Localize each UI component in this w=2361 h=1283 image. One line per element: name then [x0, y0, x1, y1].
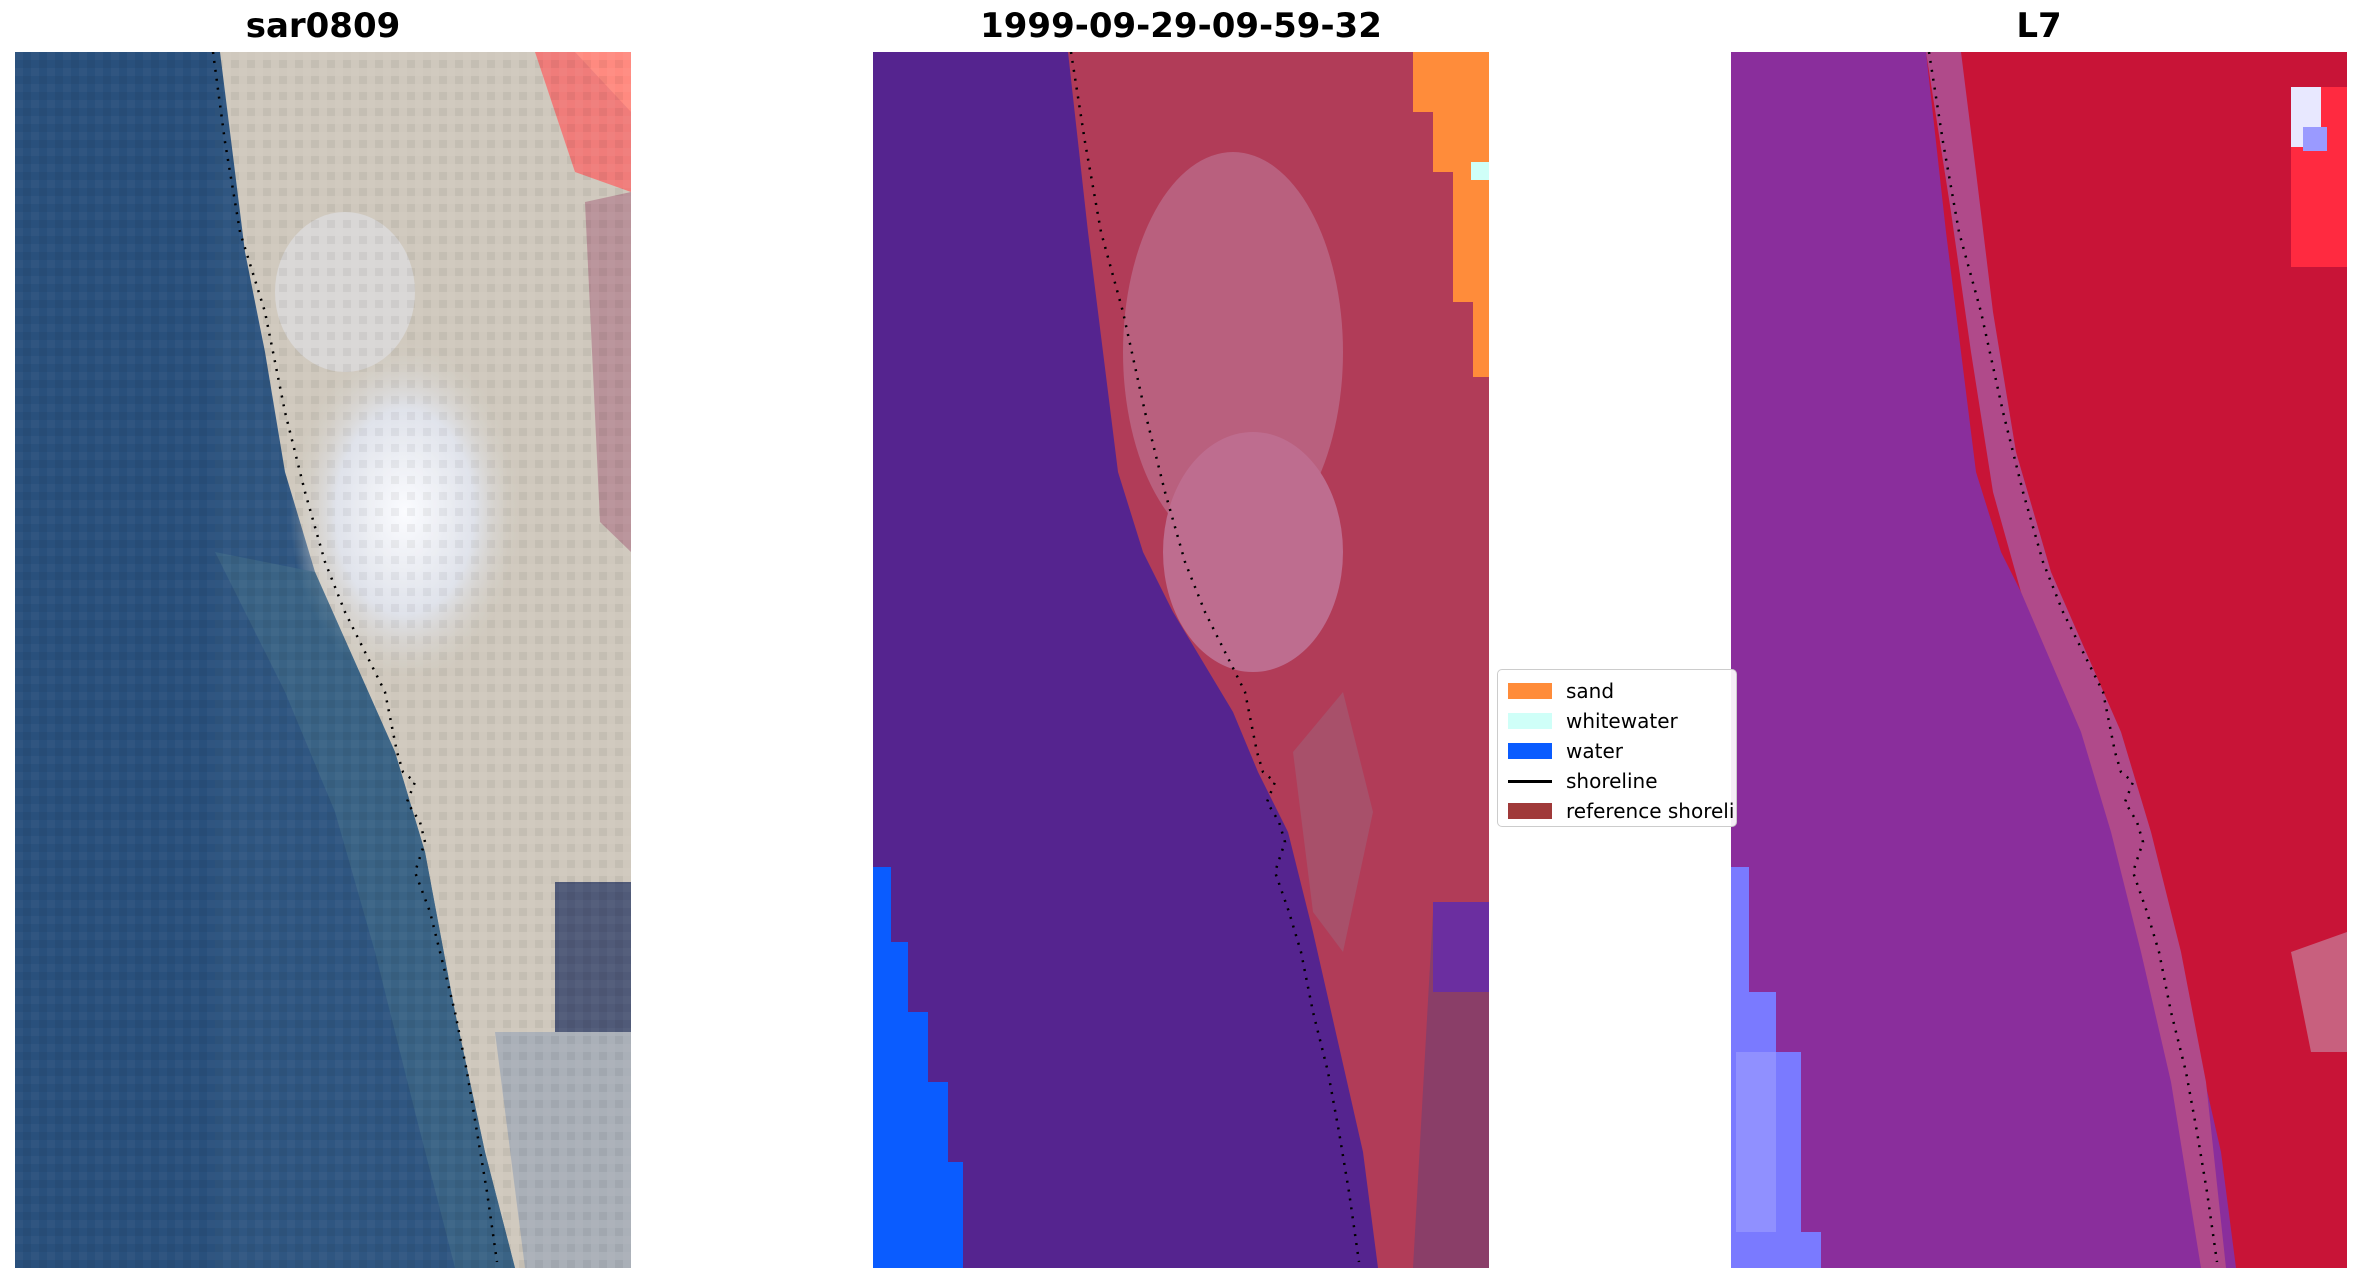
shoreline-line-swatch: [1508, 779, 1552, 783]
legend-item-shoreline: shoreline: [1508, 766, 1736, 796]
legend-label: shoreline: [1566, 769, 1658, 793]
reference-shoreline-swatch: [1508, 803, 1552, 819]
legend-label: water: [1566, 739, 1623, 763]
legend-item-water: water: [1508, 736, 1736, 766]
legend-label: whitewater: [1566, 709, 1678, 733]
legend-item-whitewater: whitewater: [1508, 706, 1736, 736]
shoreline-classified: [1069, 52, 1361, 1263]
panel-title-falsecolor: L7: [2016, 6, 2062, 46]
panel-title-rgb: sar0809: [245, 6, 401, 46]
shoreline-falsecolor: [1927, 52, 2219, 1263]
shoreline-rgb: [211, 52, 499, 1263]
legend: sand whitewater water shoreline referenc…: [1497, 669, 1737, 827]
legend-label: reference shoreline: [1566, 799, 1736, 823]
rgb-image-panel: [15, 52, 631, 1268]
classified-image: [873, 52, 1489, 1268]
rgb-image: [15, 52, 631, 1268]
classified-image-panel: [873, 52, 1489, 1268]
legend-item-reference-shoreline: reference shoreline: [1508, 796, 1736, 826]
whitewater-swatch: [1508, 713, 1552, 729]
falsecolor-image-panel: [1731, 52, 2347, 1268]
panel-title-classified: 1999-09-29-09-59-32: [980, 6, 1382, 46]
falsecolor-image: [1731, 52, 2347, 1268]
sand-swatch: [1508, 683, 1552, 699]
water-swatch: [1508, 743, 1552, 759]
legend-label: sand: [1566, 679, 1615, 703]
legend-item-sand: sand: [1508, 676, 1736, 706]
